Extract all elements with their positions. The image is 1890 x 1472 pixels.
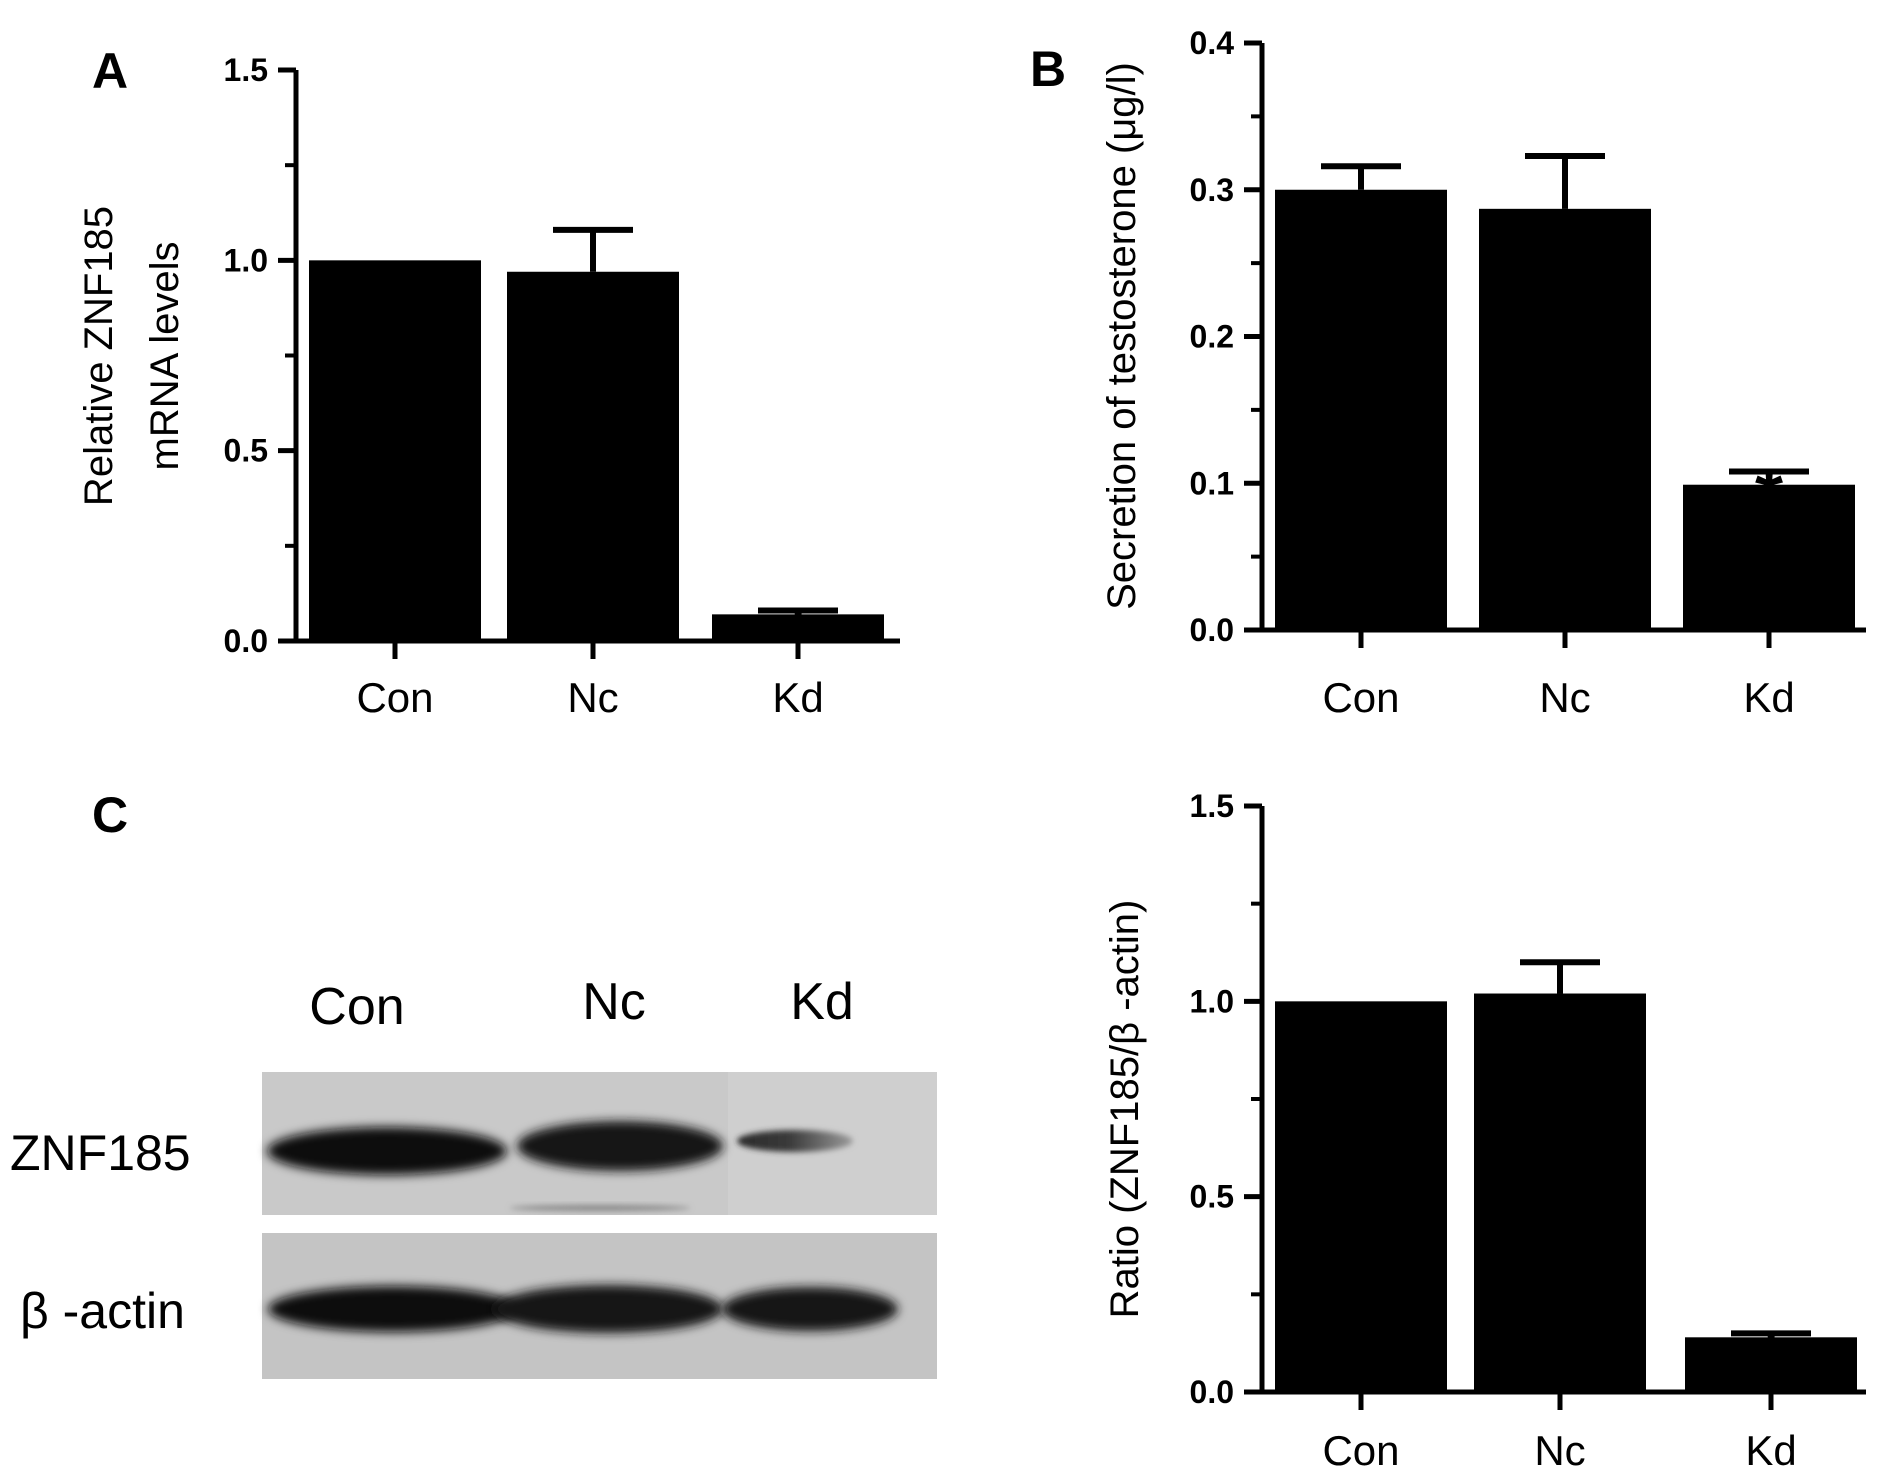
bar-a-nc — [507, 271, 679, 641]
bar-a-con — [309, 260, 481, 641]
blot-lane-label-nc: Nc — [582, 973, 646, 1031]
x-tick-label-c-kd: Kd — [1745, 1427, 1796, 1472]
y-tick-label-a: 1.5 — [224, 52, 268, 88]
x-tick-label-b-con: Con — [1322, 674, 1399, 721]
y-axis-label-c: Ratio (ZNF185/β -actin) — [1103, 900, 1147, 1319]
blot-row-label-znf185: ZNF185 — [10, 1125, 191, 1181]
y-tick-label-a: 1.0 — [224, 242, 268, 278]
y-tick-label-a: 0.0 — [224, 623, 268, 659]
bar-a-kd — [712, 614, 884, 641]
y-axis-label-a: mRNA levels — [143, 242, 187, 471]
bar-b-con — [1275, 189, 1447, 630]
x-tick-label-a-con: Con — [356, 674, 433, 721]
significance-marker-a: * — [784, 595, 812, 675]
x-tick-label-b-nc: Nc — [1539, 674, 1590, 721]
y-tick-label-b: 0.2 — [1190, 319, 1234, 355]
bar-c-con — [1275, 1001, 1447, 1392]
band-actin-kd — [722, 1287, 898, 1331]
y-tick-label-b: 0.1 — [1190, 465, 1234, 501]
y-tick-label-c: 0.0 — [1190, 1374, 1234, 1410]
y-tick-label-b: 0.4 — [1190, 25, 1235, 61]
western-blot: Con Nc Kd ZNF185 β -actin — [10, 973, 937, 1379]
y-tick-label-c: 1.5 — [1190, 788, 1234, 824]
bar-c-kd — [1685, 1337, 1857, 1392]
band-actin-con — [268, 1286, 518, 1332]
x-tick-label-c-con: Con — [1322, 1427, 1399, 1472]
blot-artifact — [510, 1205, 690, 1211]
chart-c: 0.0 0.5 1.0 1.5 Con Nc Kd * Ratio (ZNF185/β -act… — [1103, 788, 1866, 1472]
panel-label-b: B — [1030, 41, 1066, 97]
x-tick-label-c-nc: Nc — [1534, 1427, 1585, 1472]
band-znf185-nc — [517, 1121, 723, 1171]
significance-marker-b: * — [1755, 456, 1783, 536]
significance-marker-c: * — [1757, 1317, 1785, 1397]
band-znf185-kd — [737, 1130, 853, 1152]
y-tick-label-b: 0.0 — [1190, 612, 1234, 648]
panel-label-a: A — [92, 43, 128, 99]
x-tick-label-a-nc: Nc — [567, 674, 618, 721]
blot-lane-label-kd: Kd — [790, 973, 854, 1031]
blot-lane-label-con: Con — [309, 978, 404, 1036]
chart-b: 0.0 0.1 0.2 0.3 0.4 Con Nc Kd * Secretion of test… — [1100, 25, 1866, 721]
band-actin-nc — [493, 1285, 723, 1333]
y-axis-label-b: Secretion of testosterone (μg/l) — [1100, 62, 1144, 610]
band-znf185-con — [267, 1127, 507, 1175]
y-tick-label-c: 1.0 — [1190, 983, 1234, 1019]
y-tick-label-a: 0.5 — [224, 433, 268, 469]
bar-c-nc — [1474, 993, 1646, 1392]
bar-b-kd — [1683, 484, 1855, 630]
x-tick-label-a-kd: Kd — [772, 674, 823, 721]
bar-b-nc — [1479, 208, 1651, 630]
y-tick-label-b: 0.3 — [1190, 172, 1234, 208]
chart-a: 0.0 0.5 1.0 1.5 Con Nc Kd* Relative ZNF185 mRNA … — [77, 52, 900, 721]
blot-row-label-beta-actin: β -actin — [20, 1283, 185, 1339]
panel-label-c: C — [92, 787, 128, 843]
y-tick-label-c: 0.5 — [1190, 1179, 1234, 1215]
x-tick-label-b-kd: Kd — [1743, 674, 1794, 721]
y-axis-label-a: Relative ZNF185 — [77, 206, 121, 506]
